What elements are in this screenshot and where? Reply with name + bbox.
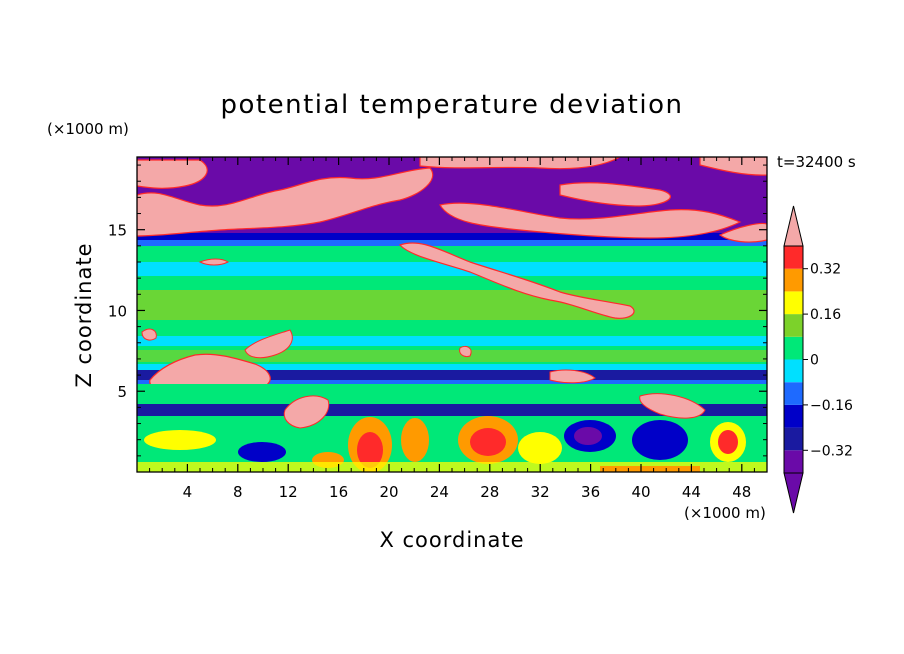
colorbar-box [784,382,803,405]
colorbar-tick-label: 0 [810,353,819,369]
x-tick-label: 36 [581,483,600,501]
field-upper-pink-5 [559,182,671,207]
field-surface-yellow [137,462,767,472]
field-lower-cyan-band [137,364,767,372]
field-cell-blue-3 [238,442,286,462]
field-mid-pink-4 [198,258,229,266]
chart-title: potential temperature deviation [221,90,684,120]
y-tick-label: 15 [108,222,127,240]
x-ticks: 4 8 12 16 20 24 28 32 36 40 44 48 [149,157,755,501]
field-lower-pink-2 [549,369,596,384]
field-cell-red-2 [401,418,429,462]
colorbar-box [784,291,803,315]
field-upper-pink-3 [439,202,742,239]
x-tick-label: 16 [329,483,348,501]
x-tick-label: 8 [233,483,243,501]
time-label: t=32400 s [777,153,856,171]
field-slanted-pink [398,242,635,319]
field-upper-pink-7 [718,222,767,243]
colorbar-box [784,246,803,269]
field-bl-pink-1 [283,395,330,429]
field-mid-pink-3 [459,345,472,357]
colorbar-bottom-extension [783,472,804,514]
x-tick-label: 24 [430,483,449,501]
colorbar-tick-label: −0.32 [810,443,853,459]
y-tick-label: 10 [108,302,127,320]
x-unit-label: (×1000 m) [684,504,766,522]
colorbar-box [784,404,803,428]
colorbar-box [784,314,803,337]
x-axis-label: X coordinate [379,528,524,552]
x-tick-label: 48 [732,483,751,501]
y-unit-label: (×1000 m) [47,120,129,138]
field-surface-orange [600,466,700,472]
x-tick-label: 40 [631,483,650,501]
y-tick-label: 5 [117,383,127,401]
field-mid-pink-2 [141,328,157,341]
x-tick-label: 12 [279,483,298,501]
field-upper-pink-2 [137,159,208,189]
x-tick-label: 20 [379,483,398,501]
heatmap-field [137,157,767,472]
field-bl-pink-2 [639,393,706,419]
y-axis-label: Z coordinate [72,242,96,387]
field-upper-pink-4 [419,157,621,170]
field-lower-blue-band [137,380,767,384]
y-ticks: 5 10 15 [108,164,767,457]
field-cell-red-1-core [357,432,383,468]
field-cell-blue-1-core [574,427,602,445]
field-cell-red-4 [718,430,738,454]
colorbar-box [784,268,803,292]
x-tick-label: 44 [682,483,701,501]
field-lower-dark-band [137,370,767,380]
colorbar-tick-label: 0.16 [810,307,841,323]
colorbar-box [784,427,803,451]
field-upper-blue-edge-2 [137,240,767,246]
field-mid-pink-1 [244,329,293,359]
colorbar-tick-label: 0.32 [810,262,841,278]
x-tick-label: 28 [480,483,499,501]
field-band-light-green [137,290,767,320]
field-cell-red-3-core [470,428,506,456]
field-cell-blue-2 [632,420,688,460]
colorbar-box [784,336,803,360]
field-cell-yellow-1 [518,432,562,464]
field-bl-green [137,384,767,404]
field-cell-yellow-3 [144,430,216,450]
colorbar-top-extension [783,205,804,247]
colorbar-box [784,450,803,473]
colorbar: 0.32 0.16 0 −0.16 −0.32 [783,205,853,514]
x-tick-label: 4 [183,483,193,501]
x-tick-label: 32 [531,483,550,501]
colorbar-tick-label: −0.16 [810,398,853,414]
field-band-lightgreen-2 [137,350,767,362]
field-band-cyan-2 [137,336,767,346]
colorbar-box [784,359,803,383]
field-band-cyan-1 [137,262,767,276]
field-upper-pink-1 [137,167,434,237]
field-upper-blue-edge [137,233,767,240]
